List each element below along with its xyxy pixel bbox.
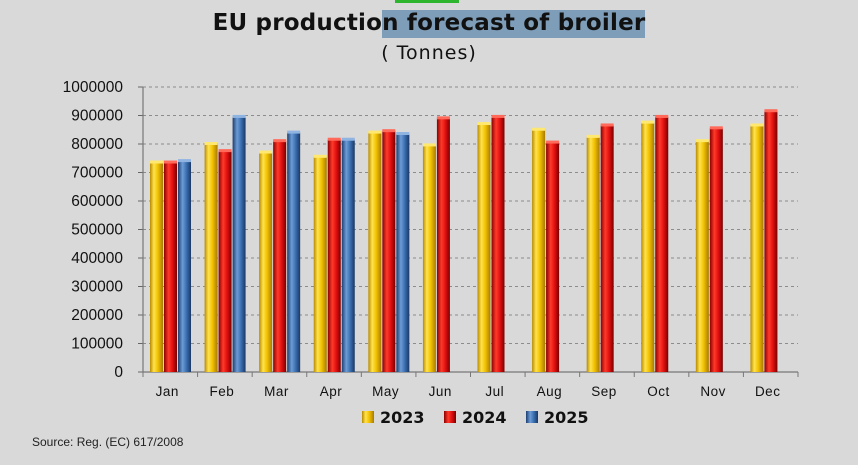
bar-cap-2025-jan <box>178 159 191 163</box>
bar-2024-sep <box>600 125 614 372</box>
y-tick-label: 500000 <box>71 222 123 239</box>
bar-cap-2024-aug <box>546 140 560 144</box>
x-tick-label-jan: Jan <box>156 384 179 399</box>
bar-2024-apr <box>327 139 341 372</box>
legend-swatch-2025 <box>526 411 538 423</box>
bar-cap-2024-oct <box>655 114 669 118</box>
x-tick-label-apr: Apr <box>320 384 343 399</box>
bar-2024-dec <box>764 111 778 372</box>
x-tick-label-dec: Dec <box>755 384 781 399</box>
bar-2024-jun <box>436 118 450 372</box>
bar-2023-jul <box>477 124 491 372</box>
bar-2023-sep <box>586 136 600 372</box>
bar-2023-oct <box>641 122 655 372</box>
chart-subtitle: ( Tonnes) <box>381 42 477 64</box>
bar-cap-2024-nov <box>709 126 723 130</box>
bar-2024-may <box>382 131 396 372</box>
bar-2024-jul <box>491 116 505 372</box>
bar-2023-mar <box>259 152 273 372</box>
y-tick-label: 900000 <box>71 108 123 125</box>
bar-cap-2025-apr <box>341 137 355 141</box>
bar-2025-apr <box>341 139 355 372</box>
y-tick-label: 400000 <box>71 250 123 267</box>
bar-cap-2023-jan <box>150 160 163 164</box>
bar-cap-2023-mar <box>259 150 273 154</box>
chart-title-highlighted: n forecast of broiler <box>382 10 646 38</box>
bar-cap-2023-aug <box>532 127 546 131</box>
bar-cap-2023-feb <box>204 142 218 145</box>
bar-2023-nov <box>695 141 709 372</box>
bar-2024-jan <box>164 162 177 372</box>
chart-title-text: EU production forecast of broiler <box>213 10 646 38</box>
y-tick-label: 300000 <box>71 279 123 296</box>
bar-2025-feb <box>232 116 246 372</box>
y-tick-label: 100000 <box>71 336 123 353</box>
bar-2023-dec <box>750 125 764 372</box>
bar-2024-feb <box>218 151 232 372</box>
bar-cap-2023-jul <box>477 122 491 126</box>
bar-cap-2024-dec <box>764 109 778 113</box>
x-tick-label-jun: Jun <box>429 384 452 399</box>
x-tick-label-oct: Oct <box>647 384 670 399</box>
bar-2024-aug <box>546 142 560 372</box>
bar-cap-2024-sep <box>600 123 614 127</box>
bar-cap-2024-feb <box>218 149 232 153</box>
legend-label-2023: 2023 <box>380 408 425 427</box>
x-tick-label-feb: Feb <box>209 384 234 399</box>
bar-cap-2024-may <box>382 129 396 133</box>
bar-cap-2023-oct <box>641 120 655 124</box>
bar-2023-aug <box>532 129 546 372</box>
y-tick-label: 200000 <box>71 307 123 324</box>
bar-2024-nov <box>709 128 723 372</box>
bar-cap-2025-feb <box>232 114 246 118</box>
bar-2024-oct <box>655 116 669 372</box>
bar-cap-2023-dec <box>750 123 764 127</box>
bar-2023-jun <box>422 145 436 372</box>
legend-swatch-2023 <box>362 411 374 423</box>
bar-cap-2024-jan <box>164 160 177 164</box>
bar-2025-jan <box>178 161 191 372</box>
chart-title-part1: EU productio <box>212 10 383 36</box>
y-tick-label: 700000 <box>71 165 123 182</box>
bar-cap-2023-jun <box>422 143 436 147</box>
bar-cap-2023-nov <box>695 139 709 143</box>
bar-cap-2024-apr <box>327 137 341 141</box>
bar-cap-2024-mar <box>273 139 287 143</box>
bar-cap-2024-jun <box>436 116 450 120</box>
bar-2025-mar <box>287 132 301 372</box>
x-tick-label-may: May <box>372 384 399 399</box>
y-tick-label: 600000 <box>71 193 123 210</box>
legend-label-2024: 2024 <box>462 408 507 427</box>
y-tick-label: 1000000 <box>63 79 124 96</box>
bar-2024-mar <box>273 141 287 372</box>
bar-cap-2025-mar <box>287 130 301 134</box>
top-accent-bar <box>395 0 459 3</box>
bar-cap-2023-sep <box>586 134 600 138</box>
y-tick-label: 0 <box>114 364 123 381</box>
bar-cap-2023-may <box>368 130 382 134</box>
bar-2023-may <box>368 132 382 372</box>
x-tick-label-jul: Jul <box>485 384 504 399</box>
bar-2023-apr <box>313 156 327 372</box>
x-tick-label-sep: Sep <box>591 384 617 399</box>
x-tick-label-mar: Mar <box>264 384 289 399</box>
bar-2025-may <box>396 134 410 372</box>
y-tick-label: 800000 <box>71 136 123 153</box>
x-tick-label-nov: Nov <box>700 384 726 399</box>
source-note: Source: Reg. (EC) 617/2008 <box>32 435 184 449</box>
bar-cap-2025-may <box>396 132 410 136</box>
legend-swatch-2024 <box>444 411 456 423</box>
x-tick-label-aug: Aug <box>537 384 563 399</box>
chart-title: EU production forecast of broiler <box>0 10 858 38</box>
bar-cap-2024-jul <box>491 114 505 118</box>
legend-label-2025: 2025 <box>544 408 589 427</box>
bar-2023-jan <box>150 162 163 372</box>
bar-2023-feb <box>204 144 218 372</box>
bar-cap-2023-apr <box>313 154 327 158</box>
